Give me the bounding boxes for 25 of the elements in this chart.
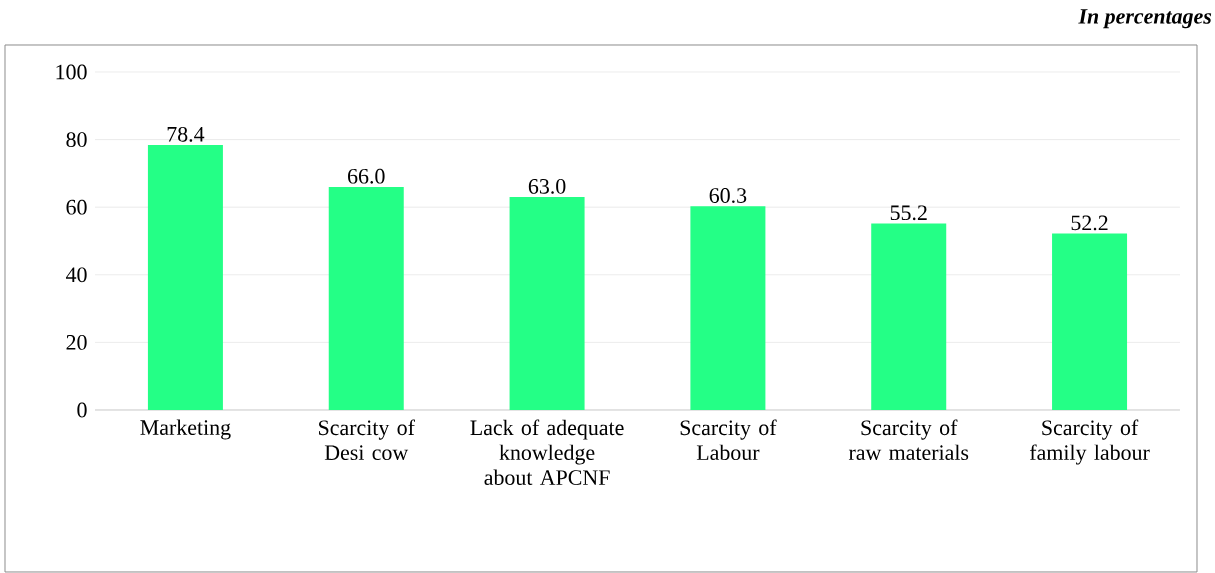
data-label: 66.0 bbox=[348, 168, 385, 184]
x-tick-label: Marketing bbox=[140, 419, 231, 440]
data-label: 60.3 bbox=[709, 188, 747, 203]
bar bbox=[509, 197, 585, 410]
x-tick-label: Scarcity of family labour bbox=[1029, 419, 1150, 465]
bar bbox=[147, 144, 223, 410]
bar bbox=[690, 206, 766, 410]
x-tick-label: Scarcity of Desi cow bbox=[319, 419, 415, 461]
data-label: 63.0 bbox=[528, 178, 566, 194]
x-tick-label: Scarcity of Labour bbox=[680, 419, 777, 461]
data-label: 78.4 bbox=[167, 126, 205, 142]
y-tick-label: 60 bbox=[66, 199, 87, 215]
y-tick-label: 100 bbox=[56, 64, 87, 80]
y-tick-label: 80 bbox=[66, 132, 87, 147]
data-label: 52.2 bbox=[1071, 215, 1108, 231]
bar bbox=[871, 223, 947, 410]
x-tick-label: Lack of adequate knowledge about APCNF bbox=[470, 419, 624, 485]
bar bbox=[1052, 233, 1128, 410]
bar bbox=[328, 186, 404, 410]
y-tick-label: 0 bbox=[77, 402, 87, 418]
text: In percentages bbox=[1078, 9, 1212, 29]
data-label: 55.2 bbox=[890, 205, 927, 221]
y-tick-label: 20 bbox=[66, 334, 87, 350]
x-tick-label: Scarcity of raw materials bbox=[848, 419, 969, 461]
y-tick-label: 40 bbox=[66, 267, 87, 283]
